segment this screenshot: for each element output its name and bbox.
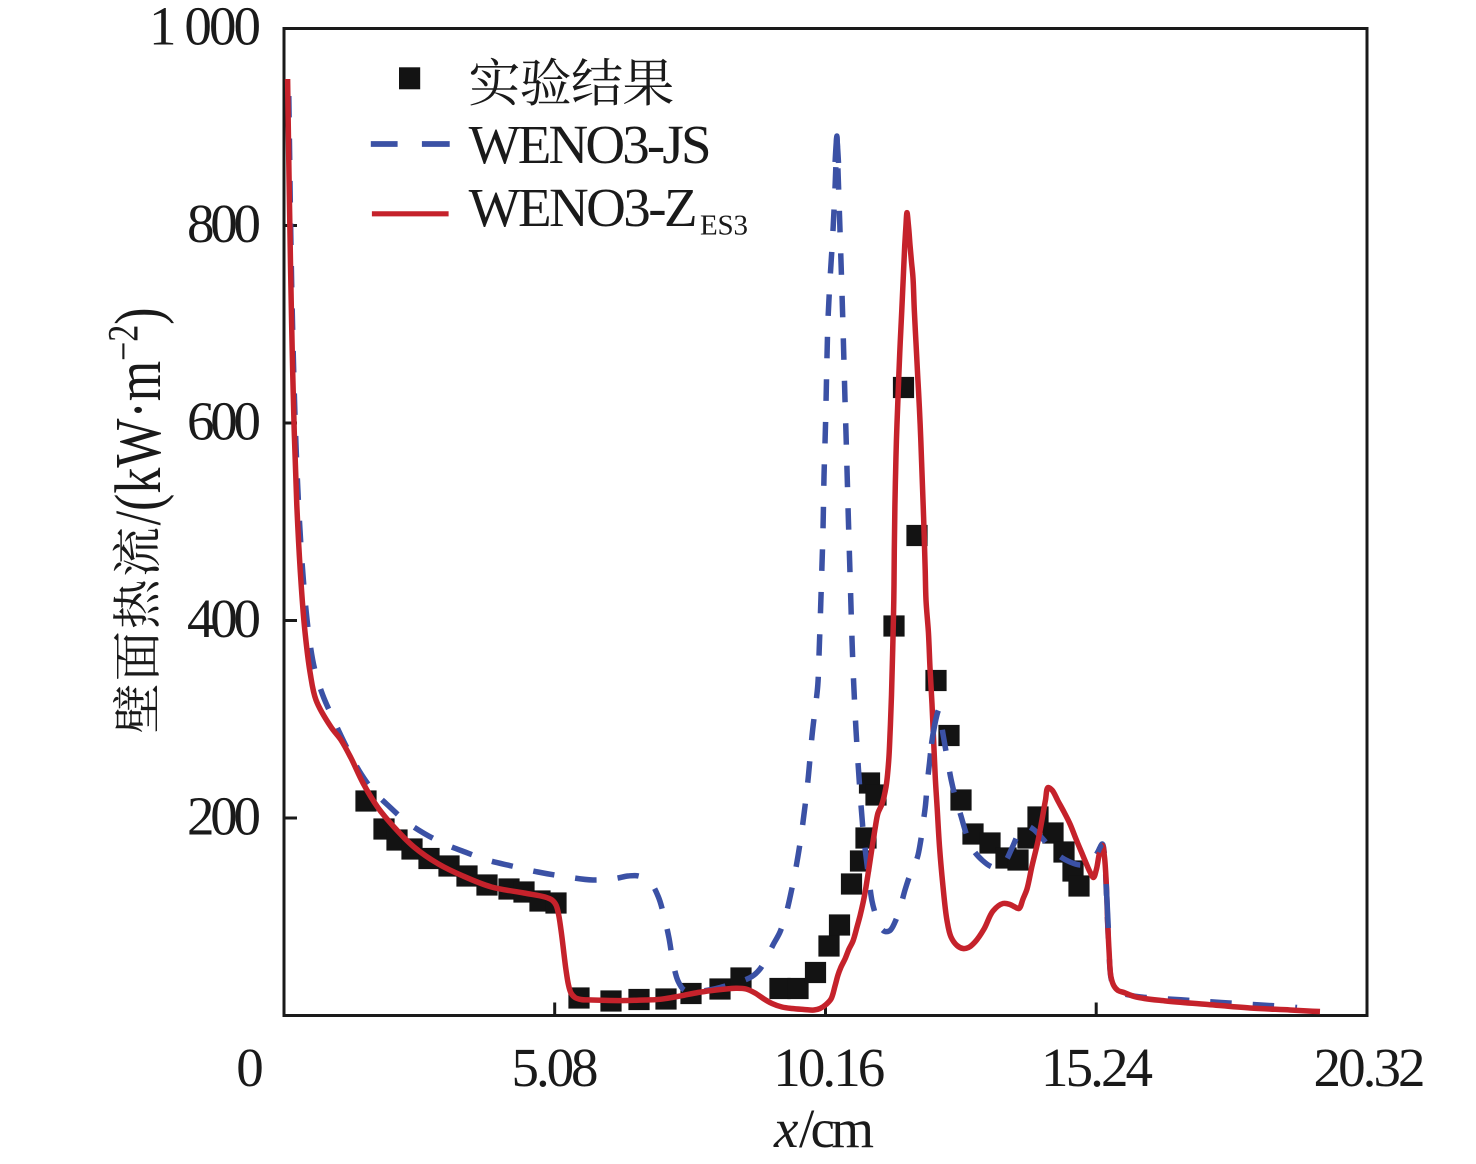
svg-text:WENO3-Z: WENO3-Z	[469, 177, 698, 238]
svg-text:5.08: 5.08	[512, 1037, 599, 1098]
svg-text:1 000: 1 000	[149, 0, 261, 56]
svg-text:200: 200	[187, 785, 261, 846]
svg-text:15.24: 15.24	[1041, 1037, 1153, 1098]
svg-text:800: 800	[187, 193, 261, 254]
svg-text:0: 0	[236, 1037, 264, 1098]
svg-text:ES3: ES3	[700, 210, 748, 242]
svg-text:20.32: 20.32	[1314, 1037, 1426, 1098]
svg-text:WENO3-JS: WENO3-JS	[469, 114, 712, 175]
svg-text:10.16: 10.16	[773, 1037, 885, 1098]
svg-text:600: 600	[187, 390, 261, 451]
svg-text:400: 400	[187, 588, 261, 649]
svg-text:x: x	[773, 1098, 799, 1159]
svg-text:/cm: /cm	[799, 1098, 874, 1159]
